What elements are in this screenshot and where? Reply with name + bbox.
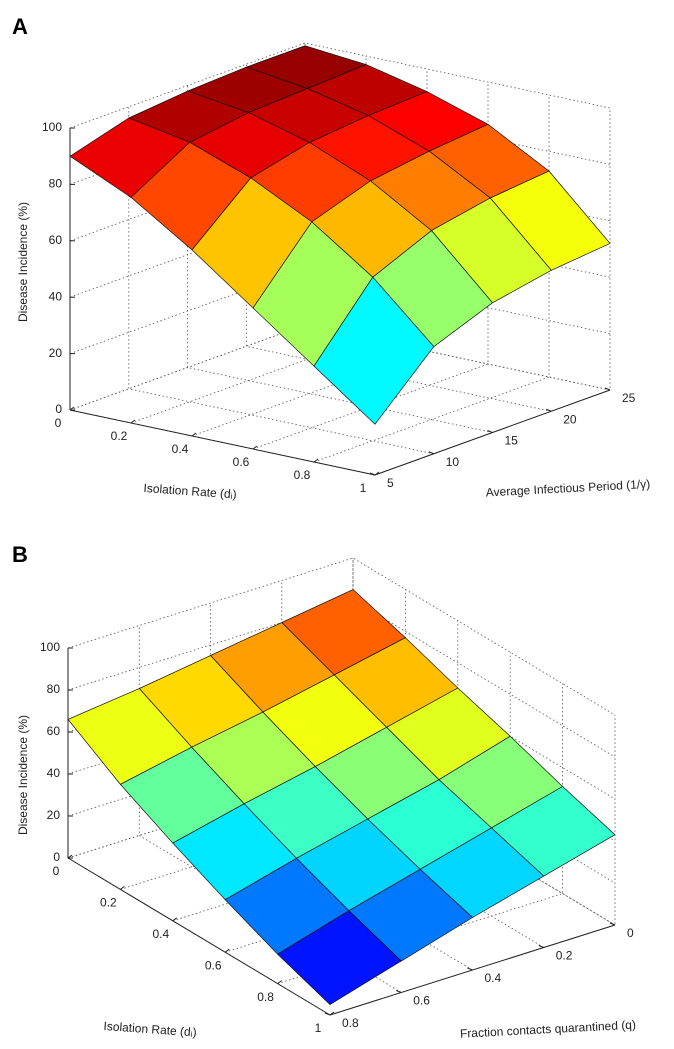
z-tick-label: 40 bbox=[47, 766, 61, 780]
y-tick bbox=[396, 990, 402, 993]
y-tick-label: 10 bbox=[446, 455, 460, 469]
z-tick-label: 0 bbox=[55, 402, 62, 416]
x-tick bbox=[172, 917, 178, 922]
y-tick bbox=[609, 922, 616, 926]
x-tick-label: 0.8 bbox=[294, 468, 311, 482]
y-tick bbox=[428, 451, 434, 455]
x-axis bbox=[69, 409, 376, 476]
panel-label: B bbox=[12, 542, 28, 567]
x-tick-label: 0.6 bbox=[233, 455, 250, 469]
z-tick-label: 40 bbox=[49, 289, 63, 303]
x-tick-label: 0.2 bbox=[111, 429, 128, 443]
z-tick-label: 20 bbox=[49, 346, 63, 360]
x-tick bbox=[224, 948, 230, 953]
x-tick bbox=[374, 471, 380, 476]
x-tick bbox=[69, 406, 75, 411]
z-tick-label: 20 bbox=[47, 808, 61, 822]
panel-label: A bbox=[12, 14, 28, 39]
surface-cell bbox=[313, 276, 435, 425]
y-tick-label: 0.8 bbox=[342, 1016, 359, 1030]
surface-cell bbox=[277, 910, 402, 1005]
y-axis-label: Fraction contacts quarantined (q) bbox=[460, 1018, 637, 1041]
y-tick-label: 15 bbox=[505, 434, 519, 448]
z-tick-label: 60 bbox=[47, 724, 61, 738]
y-tick bbox=[604, 387, 611, 391]
z-axis-label: Disease Incidence (%) bbox=[16, 202, 30, 322]
z-tick-label: 80 bbox=[47, 682, 61, 696]
y-tick bbox=[546, 408, 552, 412]
y-axis-label: Average Infectious Period (1/γ) bbox=[485, 477, 650, 500]
x-tick bbox=[313, 458, 319, 463]
x-tick-label: 0.2 bbox=[100, 896, 117, 910]
x-tick-label: 1 bbox=[360, 481, 367, 495]
x-tick-label: 0 bbox=[55, 416, 62, 430]
y-tick-label: 0.2 bbox=[556, 949, 573, 963]
y-tick bbox=[324, 1012, 331, 1016]
y-tick bbox=[467, 967, 473, 971]
y-tick-label: 0.4 bbox=[485, 971, 502, 985]
x-tick bbox=[277, 980, 282, 984]
y-tick bbox=[538, 945, 544, 948]
y-tick-label: 20 bbox=[563, 412, 577, 426]
x-tick-label: 1 bbox=[315, 1021, 322, 1035]
y-tick bbox=[487, 430, 493, 433]
x-tick-label: 0 bbox=[53, 864, 60, 878]
x-tick bbox=[252, 445, 258, 450]
z-axis-label: Disease Incidence (%) bbox=[16, 715, 30, 835]
z-tick-label: 0 bbox=[53, 850, 60, 864]
x-tick-label: 0.4 bbox=[152, 927, 169, 941]
z-tick-label: 80 bbox=[49, 177, 63, 191]
y-tick bbox=[369, 472, 376, 476]
y-tick-label: 0 bbox=[627, 926, 634, 940]
x-tick-label: 0.4 bbox=[172, 442, 189, 456]
y-tick-label: 5 bbox=[387, 476, 394, 490]
x-tick bbox=[329, 1011, 335, 1016]
x-axis-label: Isolation Rate (dᵢ) bbox=[143, 481, 237, 501]
x-tick bbox=[67, 854, 73, 859]
x-tick bbox=[120, 886, 125, 890]
y-tick-label: 25 bbox=[622, 391, 636, 405]
x-tick bbox=[130, 419, 136, 424]
z-tick-label: 100 bbox=[42, 120, 62, 134]
x-tick bbox=[191, 432, 197, 437]
x-tick-label: 0.8 bbox=[257, 990, 274, 1004]
y-tick-label: 0.6 bbox=[413, 994, 430, 1008]
z-tick-label: 60 bbox=[49, 233, 63, 247]
x-tick-label: 0.6 bbox=[205, 958, 222, 972]
x-axis bbox=[67, 857, 331, 1016]
z-tick-label: 100 bbox=[40, 640, 60, 654]
x-axis-label: Isolation Rate (dᵢ) bbox=[103, 1019, 197, 1039]
